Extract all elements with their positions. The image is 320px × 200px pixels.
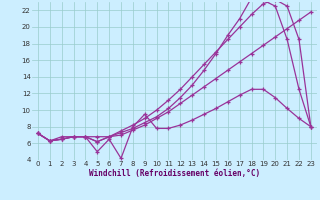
X-axis label: Windchill (Refroidissement éolien,°C): Windchill (Refroidissement éolien,°C) — [89, 169, 260, 178]
